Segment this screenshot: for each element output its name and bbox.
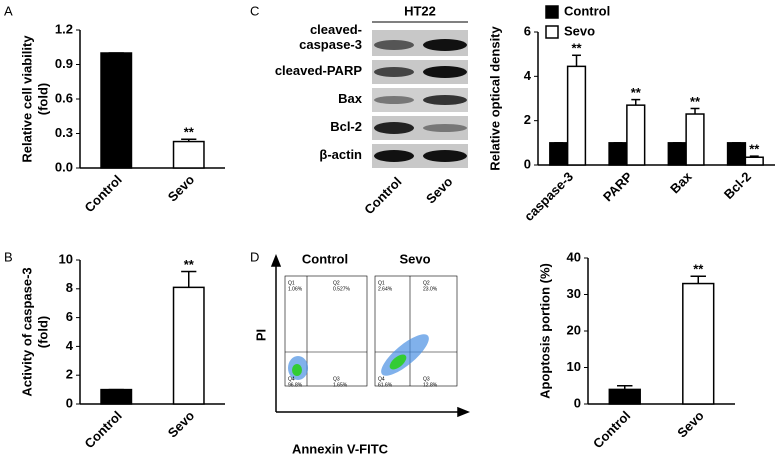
- y-tick-label: 40: [567, 249, 581, 264]
- flow-plots: [284, 275, 458, 387]
- y-tick-label: 6: [66, 309, 73, 324]
- flow-x-label: Annexin V-FITC: [292, 441, 389, 456]
- bar: [667, 142, 687, 166]
- panel-letter: A: [4, 3, 13, 18]
- y-tick-label: 0.3: [55, 125, 73, 140]
- y-tick-label: 4: [524, 68, 532, 83]
- y-axis-label: Apoptosis portion (%): [537, 263, 552, 399]
- x-tick-label: Sevo: [674, 408, 707, 441]
- y-axis-label: Relative cell viability: [19, 35, 34, 163]
- blot-row-label: cleaved-PARP: [275, 63, 363, 78]
- blot-row-label: cleaved-caspase-3: [299, 22, 362, 52]
- bar: [549, 142, 569, 166]
- bar: [100, 52, 133, 169]
- bar: [566, 65, 587, 166]
- y-tick-label: 0: [66, 395, 73, 410]
- y-tick-label: 8: [66, 280, 73, 295]
- quadrant-value: 1.65%: [333, 382, 348, 388]
- bar: [608, 142, 628, 166]
- bar: [685, 113, 705, 166]
- legend-swatch: [545, 25, 559, 39]
- y-tick-label: 1.2: [55, 21, 73, 36]
- significance: **: [693, 262, 704, 277]
- blot-title: HT22: [404, 3, 436, 18]
- quadrant-value: 1.06%: [288, 286, 303, 292]
- flow-title: Control: [302, 251, 348, 266]
- y-tick-label: 10: [59, 251, 73, 266]
- quadrant-value: 96.8%: [288, 382, 303, 388]
- blot-column-label: Sevo: [423, 174, 456, 207]
- x-tick-label: Sevo: [165, 408, 198, 441]
- quadrant-value: 12.8%: [423, 382, 438, 388]
- x-tick-label: Control: [82, 172, 125, 215]
- y-axis-label: Relative optical density: [487, 25, 502, 170]
- quadrant-name: Q3: [333, 376, 340, 382]
- y-tick-label: 0.0: [55, 159, 73, 174]
- quadrant-value: 2.64%: [378, 286, 393, 292]
- y-tick-label: 0.9: [55, 56, 73, 71]
- x-tick-label: caspase-3: [521, 169, 576, 224]
- bar: [626, 104, 646, 166]
- significance: **: [571, 41, 582, 56]
- x-tick-label: PARP: [600, 169, 636, 205]
- panel-letter: C: [250, 3, 259, 18]
- x-tick-label: Control: [82, 408, 125, 451]
- bar: [744, 156, 764, 166]
- bar: [726, 142, 747, 166]
- bar: [608, 388, 641, 405]
- y-tick-label: 6: [524, 23, 531, 38]
- quadrant-name: Q1: [378, 280, 385, 286]
- quadrant-name: Q2: [423, 280, 430, 286]
- x-tick-label: Bcl-2: [721, 169, 754, 202]
- y-tick-label: 0: [524, 156, 531, 171]
- x-tick-label: Control: [590, 408, 633, 451]
- significance: **: [631, 85, 642, 100]
- x-tick-label: Bax: [667, 168, 695, 196]
- blot-row-label: Bax: [338, 91, 363, 106]
- y-axis-label: (fold): [35, 83, 50, 115]
- blot-row-label: β-actin: [319, 147, 362, 162]
- y-axis-label: (fold): [35, 316, 50, 348]
- quadrant-value: 23.0%: [423, 286, 438, 292]
- quadrant-name: Q4: [288, 376, 295, 382]
- flow-y-label: PI: [253, 329, 268, 341]
- bar: [172, 286, 205, 405]
- quadrant-value: 0.527%: [333, 286, 351, 292]
- blot-bands: [372, 30, 468, 168]
- quadrant-name: Q4: [378, 376, 385, 382]
- y-axis-label: Activity of caspase-3: [19, 267, 34, 396]
- bar: [100, 388, 133, 405]
- significance: **: [184, 125, 195, 140]
- quadrant-name: Q3: [423, 376, 430, 382]
- flow-axes: [270, 253, 471, 418]
- blot-column-label: Control: [361, 174, 404, 217]
- panel-letter: B: [4, 249, 13, 264]
- y-tick-label: 2: [66, 367, 73, 382]
- panel-letter: D: [250, 249, 259, 264]
- significance: **: [184, 257, 195, 272]
- y-tick-label: 0: [574, 395, 581, 410]
- legend-label: Control: [564, 3, 610, 18]
- significance: **: [749, 142, 760, 157]
- y-tick-label: 0.6: [55, 90, 73, 105]
- legend-swatch: [545, 5, 559, 19]
- quadrant-name: Q1: [288, 280, 295, 286]
- quadrant-name: Q2: [333, 280, 340, 286]
- y-tick-label: 4: [66, 338, 74, 353]
- y-tick-label: 10: [567, 359, 581, 374]
- quadrant-value: 61.6%: [378, 382, 393, 388]
- y-tick-label: 20: [567, 322, 581, 337]
- bar: [172, 140, 205, 169]
- y-tick-label: 2: [524, 112, 531, 127]
- x-tick-label: Sevo: [165, 172, 198, 205]
- blot-row-label: Bcl-2: [330, 119, 362, 134]
- significance: **: [690, 94, 701, 109]
- legend-label: Sevo: [564, 23, 595, 38]
- bar: [682, 282, 715, 405]
- y-tick-label: 30: [567, 286, 581, 301]
- flow-title: Sevo: [399, 251, 430, 266]
